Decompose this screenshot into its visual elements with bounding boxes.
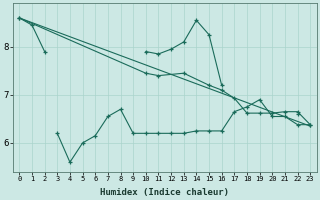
X-axis label: Humidex (Indice chaleur): Humidex (Indice chaleur) — [100, 188, 229, 197]
